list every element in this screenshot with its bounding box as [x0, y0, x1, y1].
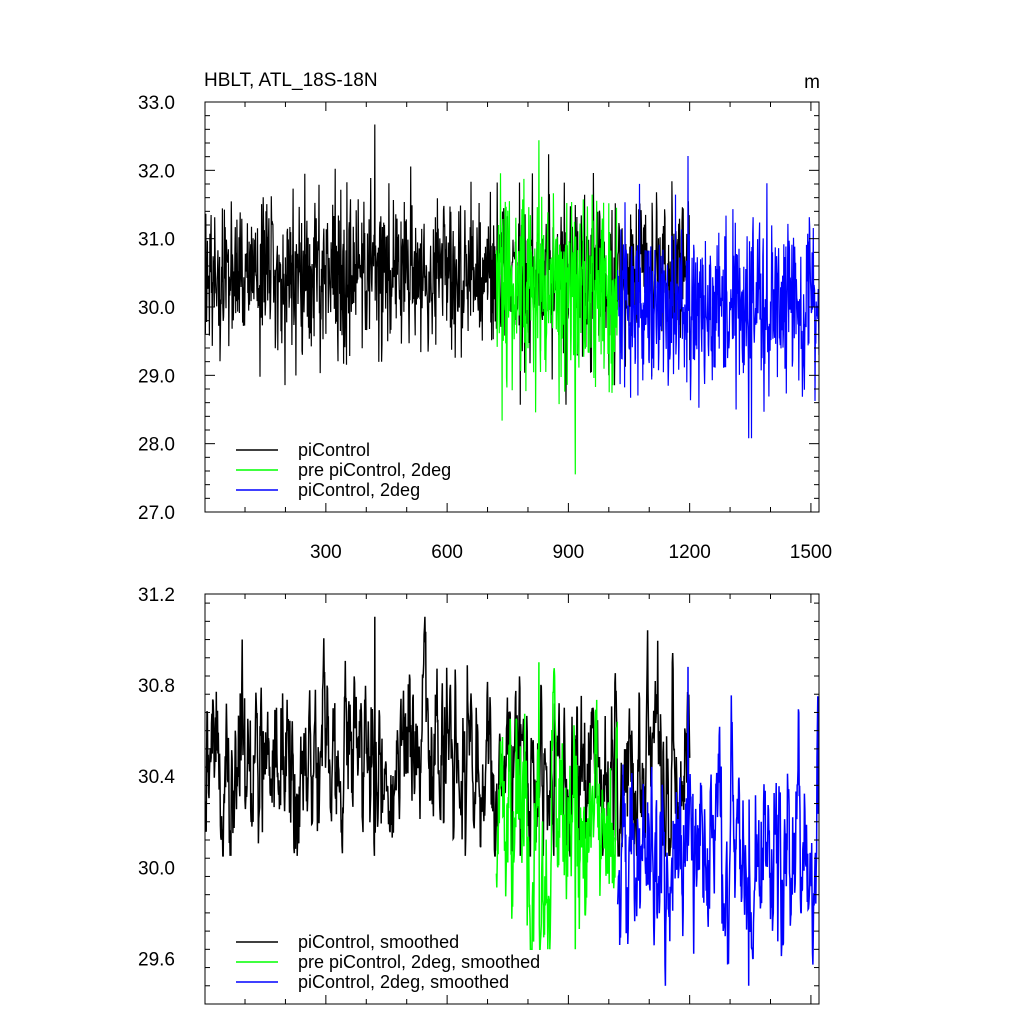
legend-label: pre piControl, 2deg — [298, 460, 451, 480]
y-tick-label: 30.8 — [138, 676, 175, 697]
y-tick-label: 29.6 — [138, 949, 175, 970]
x-tick-label: 600 — [431, 542, 463, 563]
series-line-2 — [617, 155, 819, 439]
x-tick-label: 300 — [310, 542, 342, 563]
top-panel-ticks: 27.0 28.0 29.0 30.0 31.0 32.0 33.0 300 600 900 120… — [138, 93, 832, 563]
legend-label: piControl — [298, 440, 370, 460]
legend-label: piControl, 2deg, smoothed — [298, 972, 509, 992]
x-tick-label: 900 — [553, 542, 585, 563]
series-line-1 — [495, 140, 618, 475]
y-tick-label: 31.2 — [138, 585, 175, 606]
y-tick-label: 31.0 — [138, 230, 175, 251]
y-tick-label: 30.0 — [138, 298, 175, 319]
legend-label: pre piControl, 2deg, smoothed — [298, 952, 540, 972]
units-label: m — [804, 72, 820, 93]
x-tick-label: 1200 — [669, 542, 711, 563]
bottom-panel-lines — [205, 616, 819, 986]
top-panel-lines — [205, 124, 819, 475]
y-tick-label: 32.0 — [138, 161, 175, 182]
bottom-panel: 29.6 30.0 30.4 30.8 31.2 piControl, smoothed… — [138, 585, 820, 1005]
chart-title: HBLT, ATL_18S-18N — [204, 70, 378, 91]
y-tick-label: 29.0 — [138, 366, 175, 387]
y-tick-label: 33.0 — [138, 93, 175, 114]
y-tick-label: 27.0 — [138, 503, 175, 524]
y-tick-label: 30.4 — [138, 767, 175, 788]
y-tick-label: 28.0 — [138, 435, 175, 456]
bottom-panel-ticks: 29.6 30.0 30.4 30.8 31.2 — [138, 585, 819, 1005]
legend-label: piControl, 2deg — [298, 480, 420, 500]
bottom-plot-frame — [204, 593, 820, 1005]
legend-label: piControl, smoothed — [298, 932, 459, 952]
top-panel: 27.0 28.0 29.0 30.0 31.0 32.0 33.0 300 600 900 120… — [138, 70, 832, 563]
y-tick-label: 30.0 — [138, 858, 175, 879]
series-line-1 — [495, 662, 619, 951]
x-tick-label: 1500 — [790, 542, 832, 563]
series-line-2 — [616, 666, 819, 986]
